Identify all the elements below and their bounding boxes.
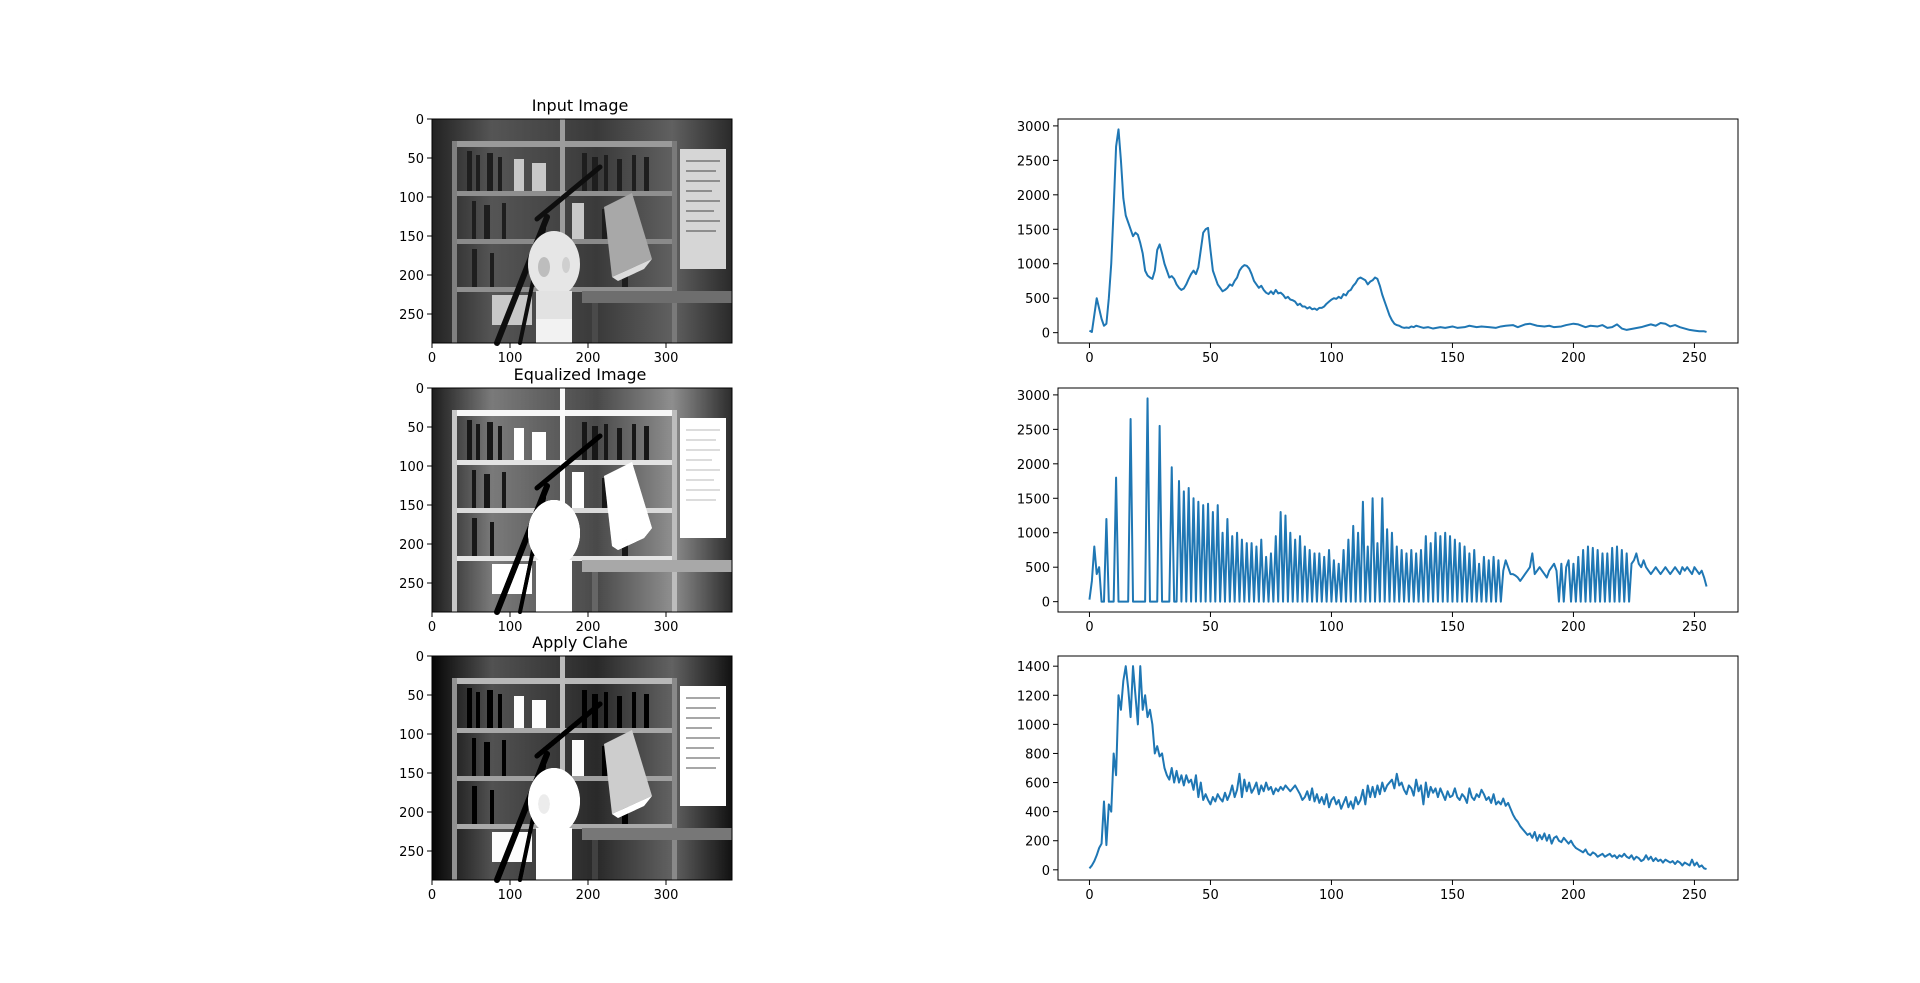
clahe-image-ytick-label: 50 [407,689,424,704]
input-histogram-frame [1057,118,1739,344]
input-histogram-series-line [1088,128,1707,333]
clahe-histogram-ytick-label: 800 [1025,747,1050,762]
input-histogram-ytick-label: 1500 [1017,223,1050,238]
clahe-histogram-xtick-label: 200 [1561,888,1586,903]
clahe-histogram-ytick-label: 200 [1025,835,1050,850]
clahe-image-title: Apply Clahe [532,633,628,652]
equalized-histogram-xtick-label: 250 [1682,620,1707,635]
equalized-image-ytick-label: 100 [399,460,424,475]
clahe-histogram-xtick-label: 50 [1202,888,1219,903]
input-image-xtick-label: 300 [654,351,679,366]
input-histogram-xtick-label: 250 [1682,351,1707,366]
input-histogram-xtick-label: 0 [1085,351,1093,366]
input-image-ytick-label: 250 [399,308,424,323]
clahe-image-xtick-label: 200 [576,888,601,903]
clahe-histogram-ytick-label: 600 [1025,777,1050,792]
clahe-image-ytick-label: 200 [399,806,424,821]
input-image-ytick-label: 0 [416,113,424,128]
equalized-histogram-ytick-label: 2000 [1017,458,1050,473]
clahe-image-xtick-label: 0 [428,888,436,903]
clahe-image-xtick-label: 300 [654,888,679,903]
clahe-histogram-ytick-label: 0 [1042,864,1050,879]
clahe-histogram-ytick-label: 1200 [1017,689,1050,704]
clahe-histogram-xtick-label: 0 [1085,888,1093,903]
equalized-histogram-xtick-label: 200 [1561,620,1586,635]
equalized-histogram-ytick-label: 2500 [1017,423,1050,438]
equalized-image-picture [432,388,732,612]
clahe-histogram-ytick-label: 400 [1025,806,1050,821]
clahe-image-ytick-label: 150 [399,767,424,782]
clahe-image-frame [431,655,733,881]
input-image-xtick-label: 200 [576,351,601,366]
input-histogram-ytick-label: 3000 [1017,120,1050,135]
input-image-ytick-label: 150 [399,230,424,245]
input-image-panel: Input Image 0 100 200 300 0 50 100 150 [399,96,732,366]
equalized-histogram-ytick-label: 3000 [1017,389,1050,404]
input-histogram-xtick-label: 100 [1319,351,1344,366]
clahe-histogram-xtick-label: 250 [1682,888,1707,903]
equalized-image-ytick-label: 200 [399,538,424,553]
equalized-histogram-frame [1057,387,1739,613]
clahe-image-yticks: 0 50 100 150 200 250 [399,650,432,860]
clahe-image-panel: Apply Clahe 0 100 200 300 0 50 100 150 [399,633,732,903]
equalized-histogram-ytick-label: 0 [1042,596,1050,611]
equalized-histogram-xtick-label: 150 [1440,620,1465,635]
input-image-xtick-label: 0 [428,351,436,366]
equalized-image-yticks: 0 50 100 150 200 250 [399,382,432,592]
equalized-histogram-xtick-label: 100 [1319,620,1344,635]
clahe-histogram-ytick-label: 1000 [1017,718,1050,733]
clahe-histogram-series-line [1088,665,1707,871]
equalized-image-xtick-label: 300 [654,620,679,635]
clahe-image-ytick-label: 100 [399,728,424,743]
input-image-ytick-label: 200 [399,269,424,284]
input-histogram-xtick-label: 50 [1202,351,1219,366]
equalized-image-ytick-label: 0 [416,382,424,397]
equalized-image-xtick-label: 100 [498,620,523,635]
equalized-histogram-ytick-label: 1000 [1017,527,1050,542]
input-histogram-ytick-label: 500 [1025,292,1050,307]
clahe-image-ytick-label: 0 [416,650,424,665]
clahe-image-xticks: 0 100 200 300 [428,880,679,903]
equalized-image-title: Equalized Image [514,365,647,384]
input-image-xtick-label: 100 [498,351,523,366]
input-image-yticks: 0 50 100 150 200 250 [399,113,432,323]
clahe-image-ytick-label: 250 [399,845,424,860]
equalized-histogram-xtick-label: 50 [1202,620,1219,635]
equalized-image-ytick-label: 50 [407,421,424,436]
equalized-image-xticks: 0 100 200 300 [428,612,679,635]
input-histogram-ytick-label: 1000 [1017,258,1050,273]
equalized-histogram-xtick-label: 0 [1085,620,1093,635]
clahe-histogram-plot: 0 50 100 150 200 250 0 200 400 600 800 1000 1200 1400 [1017,655,1739,903]
clahe-histogram-frame [1057,655,1739,881]
input-image-frame [431,118,733,344]
clahe-histogram-ytick-label: 1400 [1017,660,1050,675]
input-image-ytick-label: 100 [399,191,424,206]
input-image-xticks: 0 100 200 300 [428,343,679,366]
clahe-image-picture [432,656,732,880]
equalized-histogram-series-line [1088,397,1708,603]
input-image-ytick-label: 50 [407,152,424,167]
input-histogram-xtick-label: 150 [1440,351,1465,366]
input-histogram-ytick-label: 2000 [1017,189,1050,204]
input-image-title: Input Image [532,96,629,115]
input-histogram-ytick-label: 2500 [1017,154,1050,169]
equalized-histogram-ytick-label: 500 [1025,561,1050,576]
equalized-image-panel: Equalized Image 0 100 200 300 0 50 100 1… [399,365,732,635]
equalized-image-frame [431,387,733,613]
clahe-image-xtick-label: 100 [498,888,523,903]
input-image-picture [432,119,732,343]
equalized-histogram-ytick-label: 1500 [1017,492,1050,507]
equalized-image-xtick-label: 0 [428,620,436,635]
input-histogram-xtick-label: 200 [1561,351,1586,366]
clahe-histogram-xtick-label: 100 [1319,888,1344,903]
equalized-image-ytick-label: 250 [399,577,424,592]
clahe-histogram-xtick-label: 150 [1440,888,1465,903]
input-histogram-ytick-label: 0 [1042,327,1050,342]
equalized-image-ytick-label: 150 [399,499,424,514]
equalized-image-xtick-label: 200 [576,620,601,635]
